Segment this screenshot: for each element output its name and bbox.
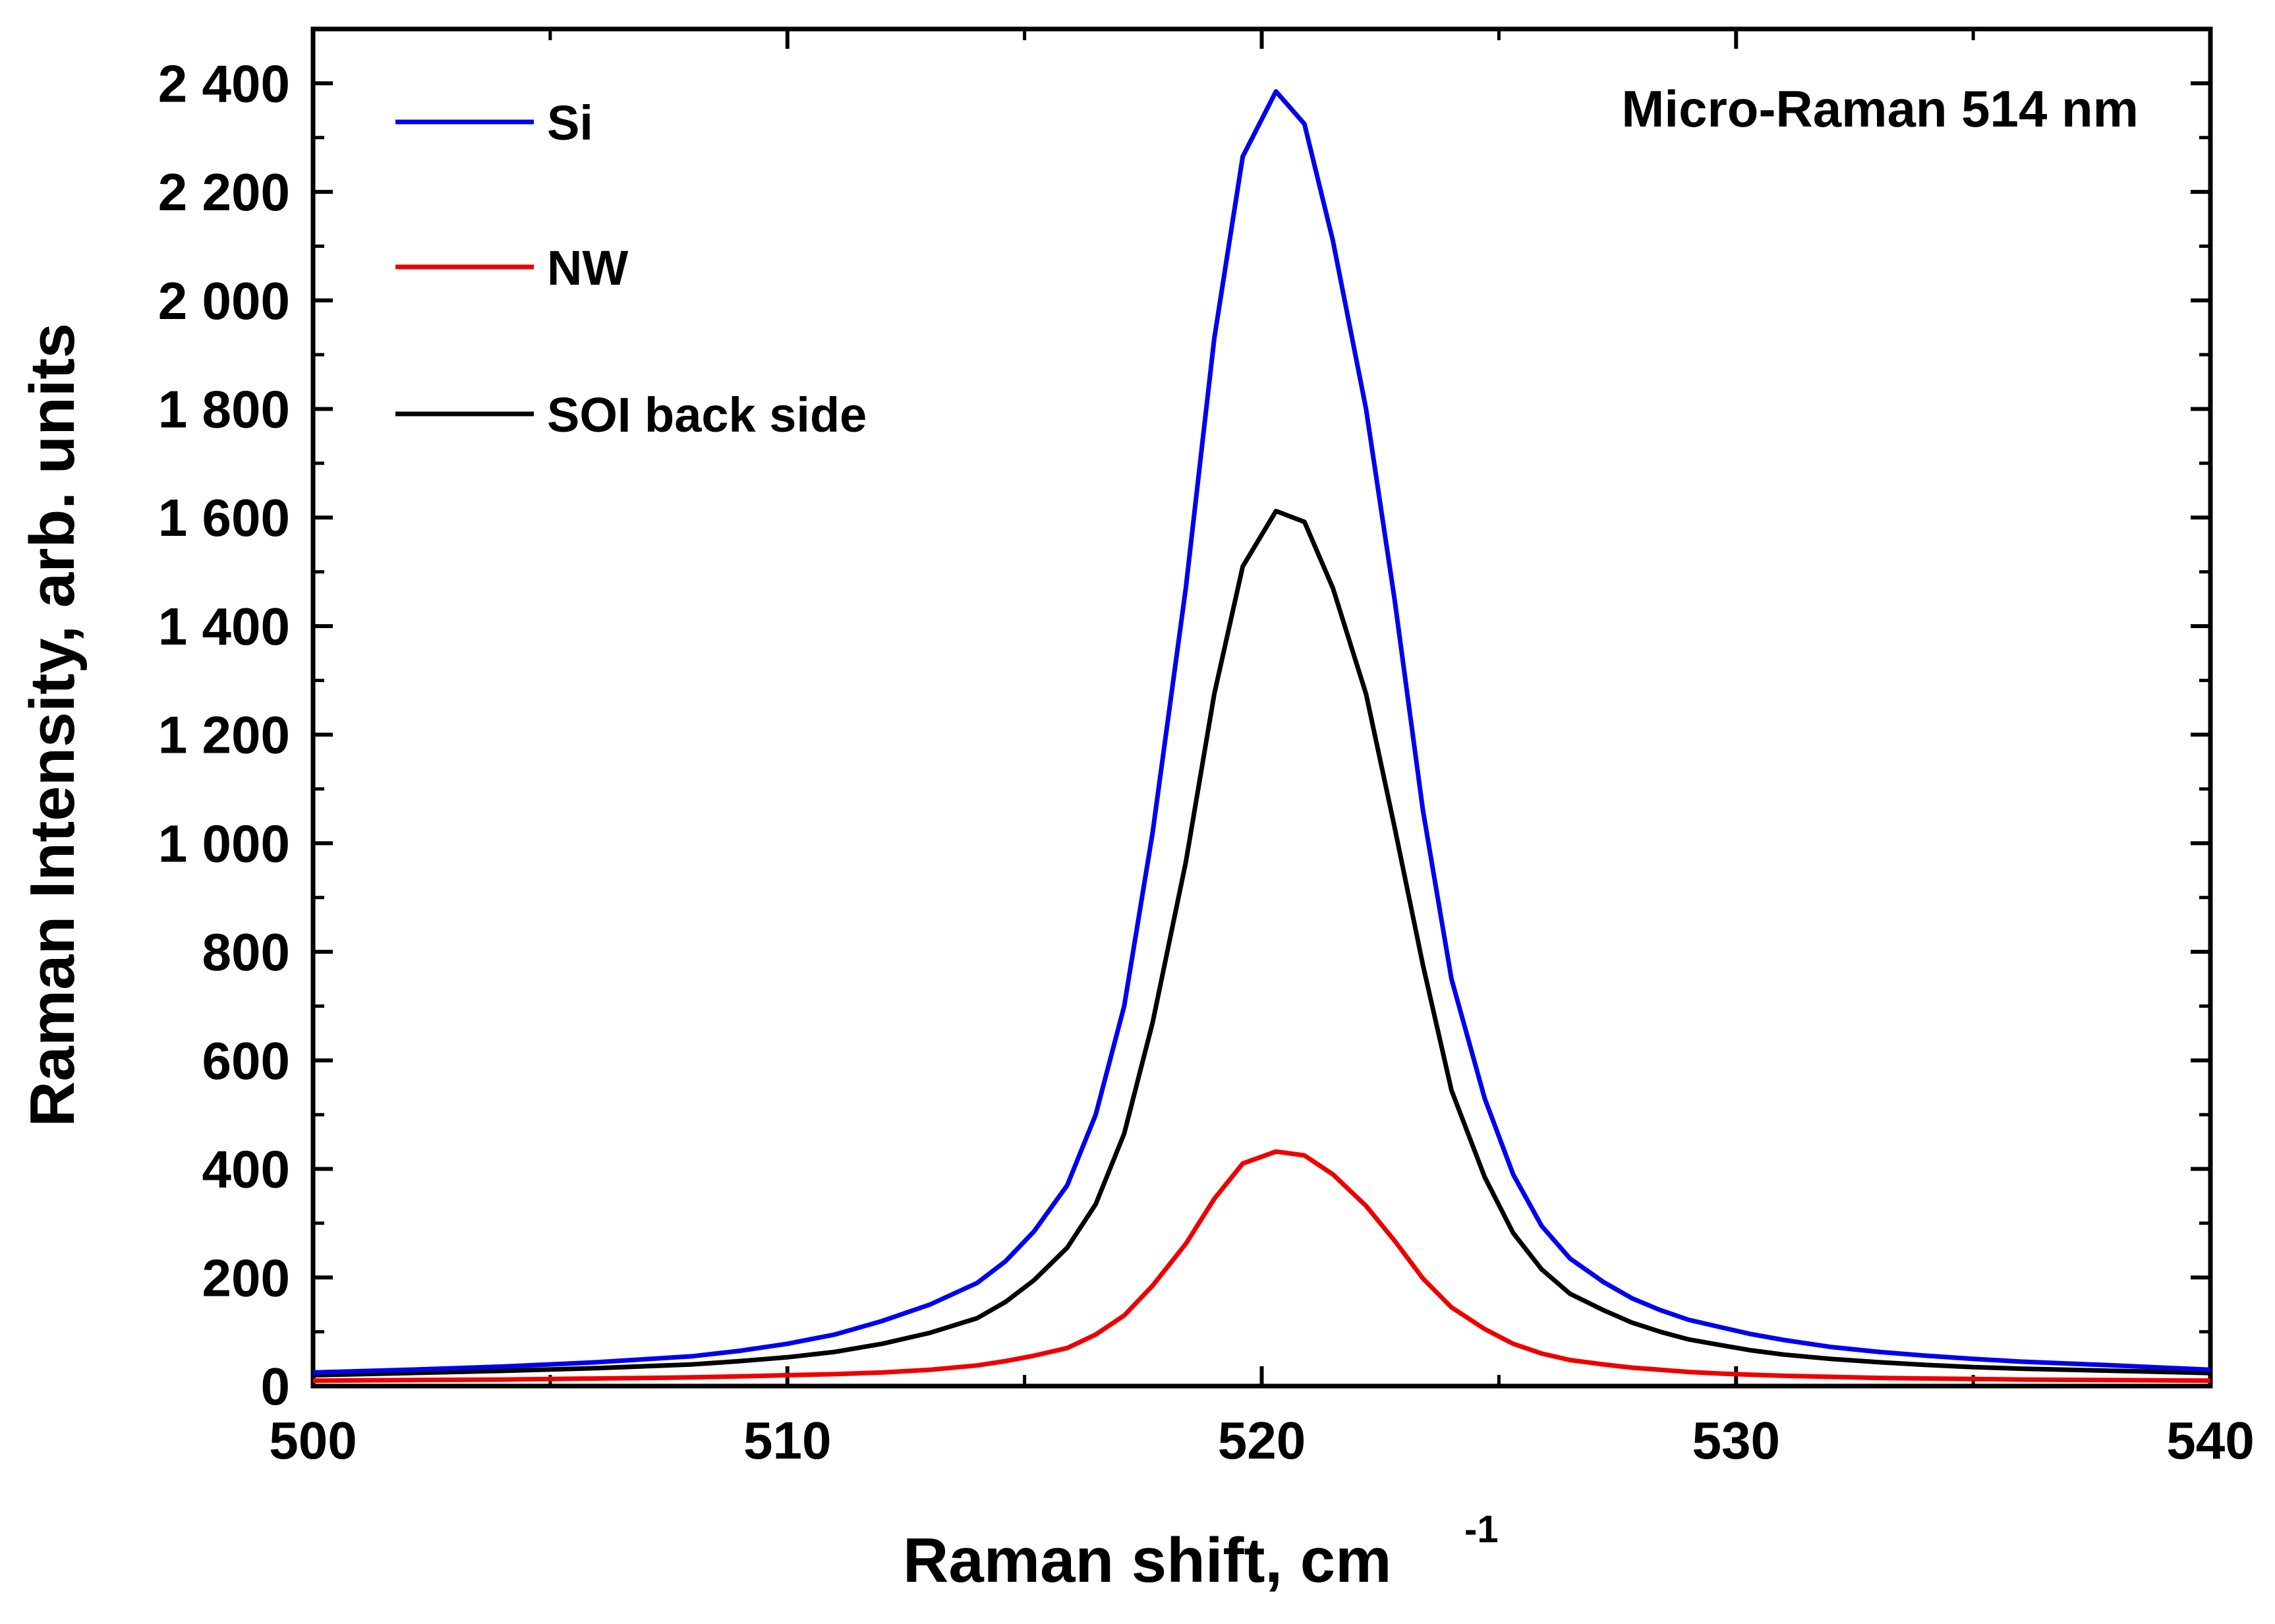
chart-annotation: Micro-Raman 514 nm <box>1621 80 2139 138</box>
y-tick-label: 1 800 <box>158 380 290 439</box>
y-axis-title: Raman Intensity, arb. units <box>17 323 88 1127</box>
y-tick-label: 2 000 <box>158 272 290 330</box>
y-tick-label: 1 600 <box>158 488 290 547</box>
legend-label-soi: SOI back side <box>547 388 867 442</box>
y-tick-label: 400 <box>202 1140 290 1199</box>
x-tick-label: 530 <box>1692 1411 1780 1470</box>
axis-ticks: 500 510 520 530 540 0 200 400 600 800 1 000 1 200 1 … <box>158 29 2255 1470</box>
x-axis-title: Raman shift, cm <box>903 1525 1392 1596</box>
series-line-si <box>312 89 2211 1375</box>
x-tick-label: 540 <box>2166 1411 2254 1470</box>
legend-label-nw: NW <box>547 241 628 295</box>
y-tick-label: 200 <box>202 1248 290 1307</box>
y-tick-label: 2 200 <box>158 163 290 221</box>
y-tick-label: 1 000 <box>158 814 290 873</box>
x-axis-title-superscript: -1 <box>1464 1508 1499 1551</box>
x-axis-title-text: Raman shift, cm <box>903 1525 1392 1596</box>
series-line-nw <box>312 1149 2211 1383</box>
series-lines <box>312 89 2211 1383</box>
y-tick-label: 0 <box>261 1357 291 1416</box>
x-tick-label: 500 <box>269 1411 357 1470</box>
legend-label-si: Si <box>547 96 593 150</box>
x-tick-label: 510 <box>743 1411 831 1470</box>
y-tick-label: 600 <box>202 1031 290 1090</box>
x-tick-label: 520 <box>1218 1411 1306 1470</box>
legend: Si NW SOI back side <box>395 96 867 442</box>
y-tick-label: 1 400 <box>158 597 290 656</box>
series-line-soi-back-side <box>312 508 2211 1378</box>
y-tick-label: 800 <box>202 923 290 981</box>
y-tick-label: 2 400 <box>158 54 290 113</box>
y-tick-label: 1 200 <box>158 706 290 765</box>
